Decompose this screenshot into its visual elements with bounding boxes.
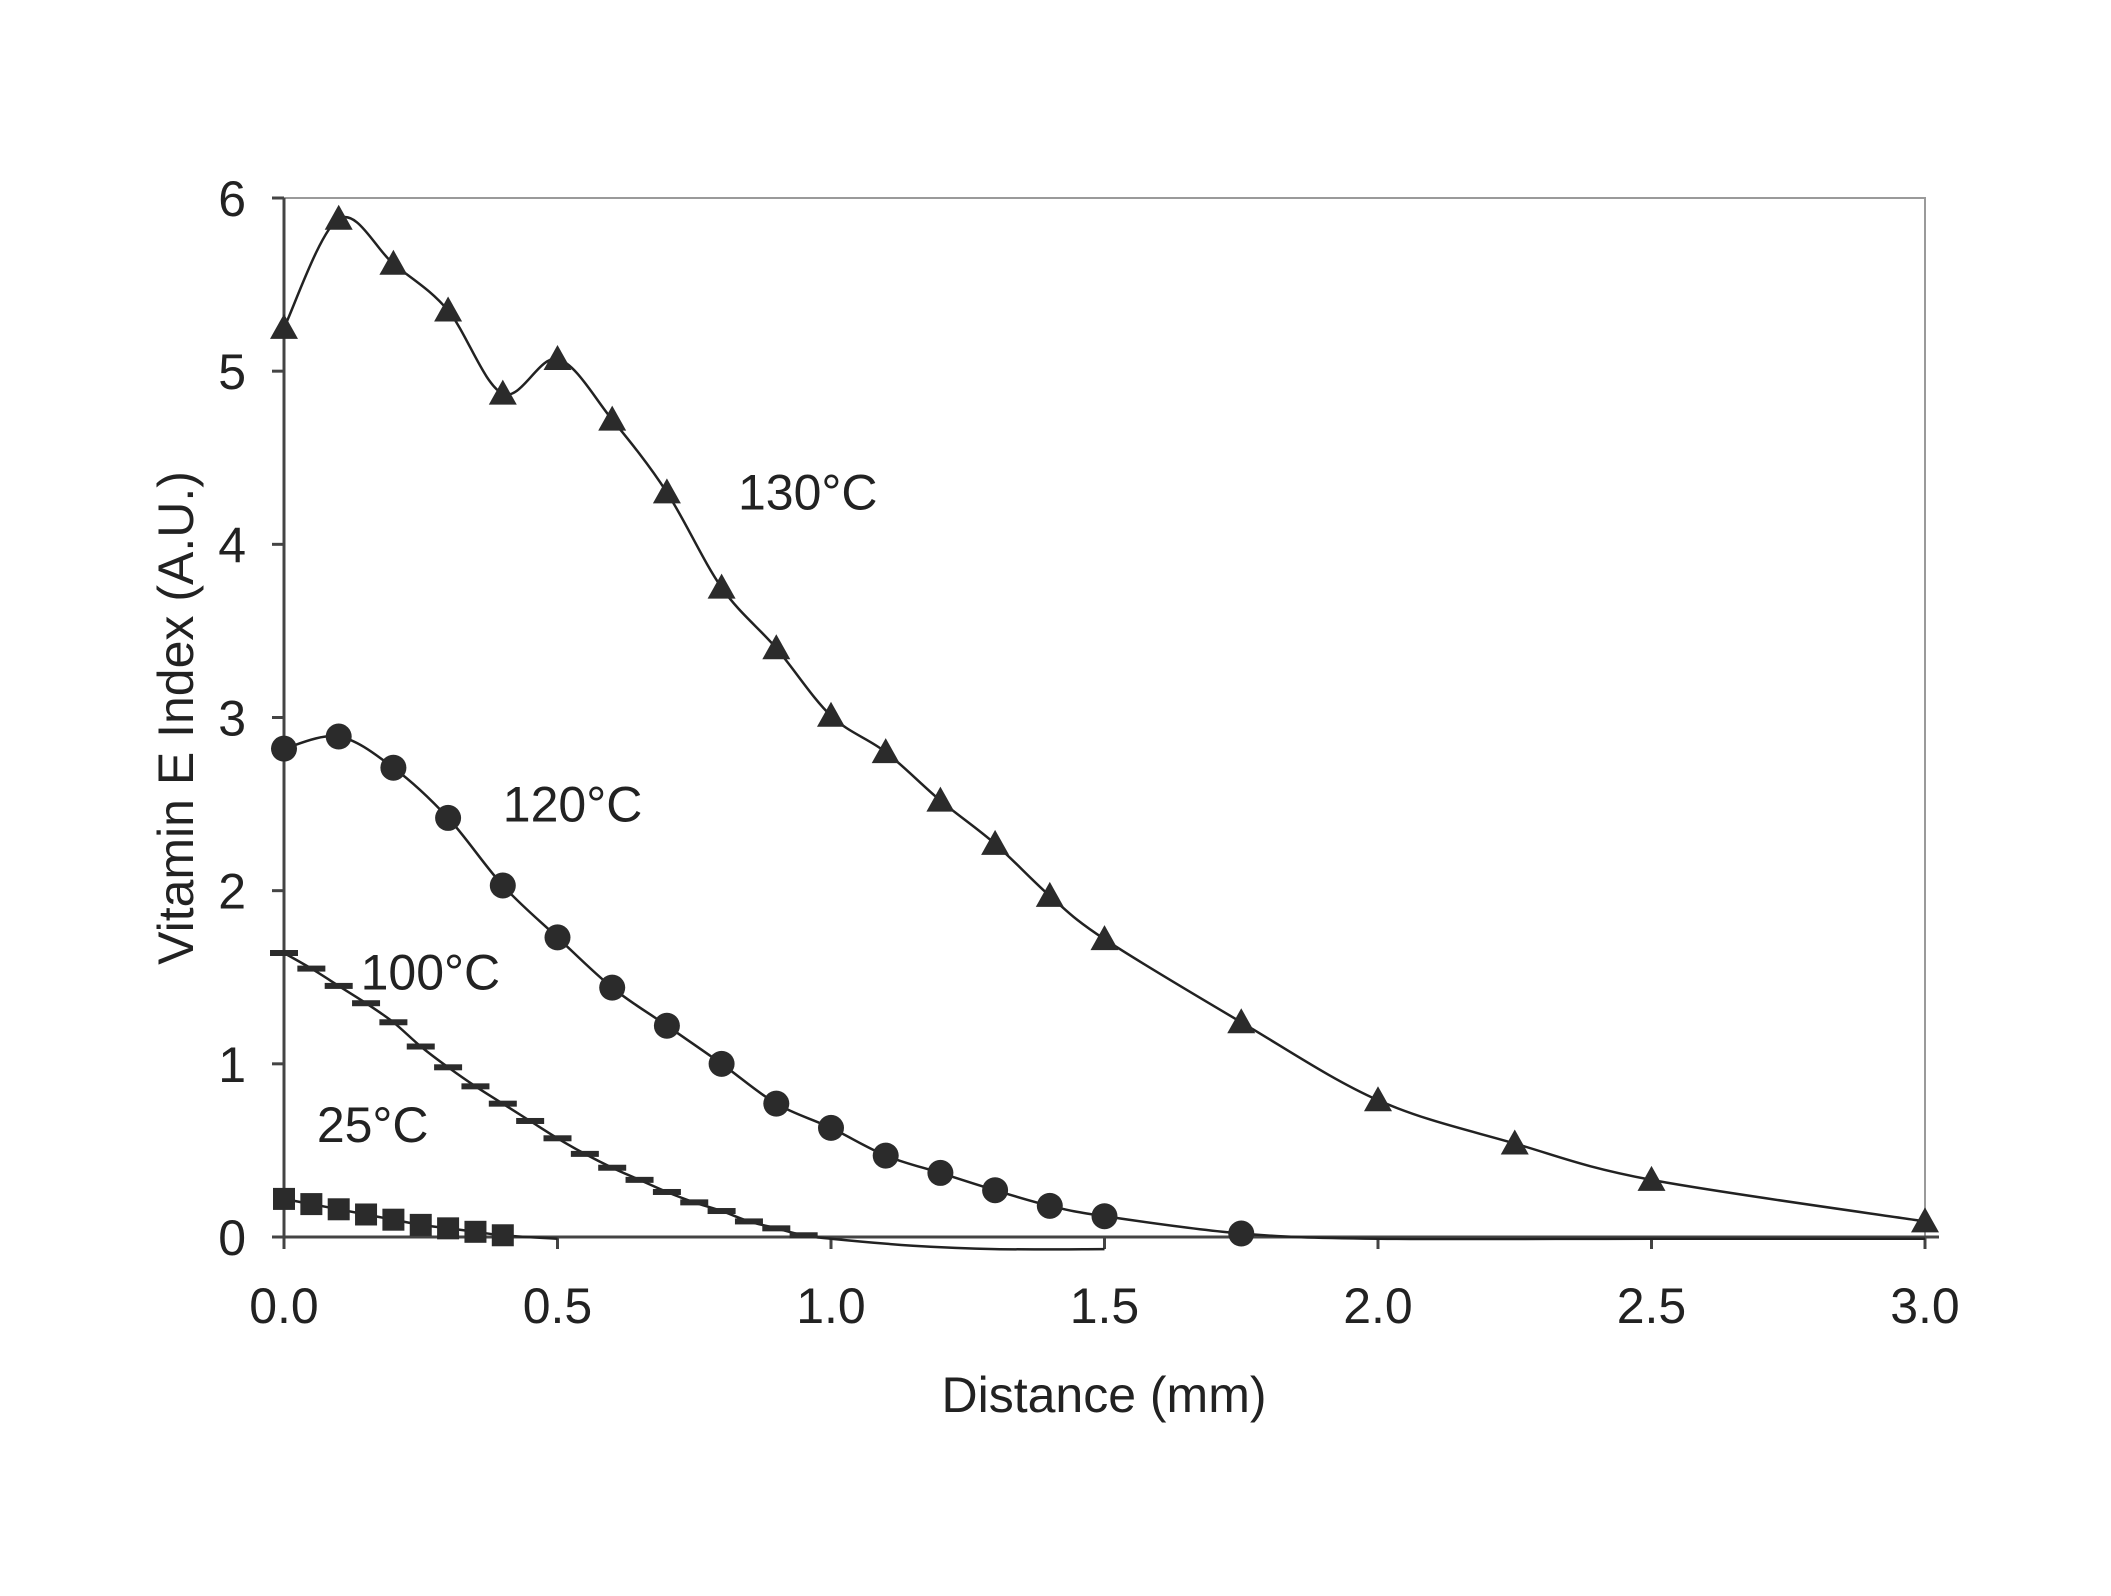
data-point-triangle — [1364, 1086, 1392, 1111]
data-point-dash — [626, 1177, 654, 1183]
data-point-triangle — [708, 574, 736, 599]
data-point-dash — [407, 1044, 435, 1050]
series-layer — [270, 205, 1939, 1250]
data-point-circle — [709, 1051, 735, 1077]
data-point-triangle — [1091, 925, 1119, 950]
data-point-dash — [762, 1225, 790, 1231]
x-tick-label: 3.0 — [1890, 1278, 1960, 1334]
data-point-dash — [516, 1118, 544, 1124]
series-labels: 130°C 120°C 100°C 25°C — [317, 465, 878, 1153]
data-point-dash — [461, 1083, 489, 1089]
data-point-dash — [325, 983, 353, 989]
data-point-dash — [653, 1189, 681, 1195]
data-point-triangle — [270, 314, 298, 339]
data-point-square — [464, 1221, 486, 1243]
data-point-circle — [435, 805, 461, 831]
series-label: 120°C — [503, 776, 643, 832]
data-point-dash — [735, 1218, 763, 1224]
data-point-triangle — [653, 478, 681, 503]
y-tick-label: 5 — [218, 344, 246, 400]
x-tick-label: 0.0 — [249, 1278, 319, 1334]
data-point-circle — [599, 975, 625, 1001]
data-point-triangle — [1501, 1129, 1529, 1154]
plot-frame — [284, 198, 1925, 1237]
data-point-circle — [490, 872, 516, 898]
data-point-triangle — [598, 406, 626, 431]
data-point-square — [492, 1224, 514, 1246]
x-tick-label: 2.5 — [1617, 1278, 1687, 1334]
data-point-dash — [489, 1101, 517, 1107]
data-point-dash — [544, 1135, 572, 1141]
x-axis-title: Distance (mm) — [941, 1367, 1266, 1423]
data-point-square — [355, 1203, 377, 1225]
data-point-dash — [434, 1064, 462, 1070]
x-axis-ticks: 0.0 0.5 1.0 1.5 2.0 2.5 3.0 — [249, 1237, 1960, 1334]
y-tick-label: 0 — [218, 1210, 246, 1266]
data-point-triangle — [981, 830, 1009, 855]
data-point-dash — [297, 966, 325, 972]
data-point-circle — [1092, 1203, 1118, 1229]
data-point-square — [382, 1209, 404, 1231]
series-label: 25°C — [317, 1097, 429, 1153]
x-tick-label: 0.5 — [523, 1278, 593, 1334]
data-point-dash — [571, 1151, 599, 1157]
data-point-circle — [380, 755, 406, 781]
data-point-triangle — [1227, 1008, 1255, 1033]
data-point-dash — [352, 1000, 380, 1006]
y-tick-label: 2 — [218, 864, 246, 920]
data-point-circle — [1228, 1221, 1254, 1247]
x-tick-label: 2.0 — [1343, 1278, 1413, 1334]
data-point-circle — [654, 1013, 680, 1039]
data-point-dash — [790, 1232, 818, 1238]
series-label: 130°C — [738, 465, 878, 521]
data-point-circle — [1037, 1193, 1063, 1219]
data-point-square — [328, 1198, 350, 1220]
data-point-circle — [326, 724, 352, 750]
data-point-circle — [927, 1160, 953, 1186]
data-point-dash — [379, 1019, 407, 1025]
data-point-dash — [680, 1199, 708, 1205]
data-point-circle — [982, 1177, 1008, 1203]
data-point-square — [437, 1217, 459, 1239]
y-tick-label: 4 — [218, 517, 246, 573]
data-point-circle — [545, 924, 571, 950]
series-line — [284, 217, 1925, 1221]
x-tick-label: 1.5 — [1070, 1278, 1140, 1334]
series-0 — [270, 205, 1939, 1233]
data-point-square — [410, 1214, 432, 1236]
data-point-circle — [763, 1091, 789, 1117]
data-point-dash — [270, 950, 298, 956]
data-point-square — [300, 1193, 322, 1215]
data-point-triangle — [872, 738, 900, 763]
y-tick-label: 1 — [218, 1037, 246, 1093]
data-point-triangle — [544, 345, 572, 370]
data-point-circle — [271, 736, 297, 762]
data-point-dash — [708, 1208, 736, 1214]
data-point-dash — [598, 1165, 626, 1171]
data-point-square — [273, 1188, 295, 1210]
x-tick-label: 1.0 — [796, 1278, 866, 1334]
data-point-circle — [873, 1143, 899, 1169]
y-axis-title: Vitamin E Index (A.U.) — [148, 471, 204, 965]
data-point-circle — [818, 1115, 844, 1141]
series-label: 100°C — [361, 944, 501, 1000]
y-tick-label: 6 — [218, 171, 246, 227]
y-tick-label: 3 — [218, 691, 246, 747]
